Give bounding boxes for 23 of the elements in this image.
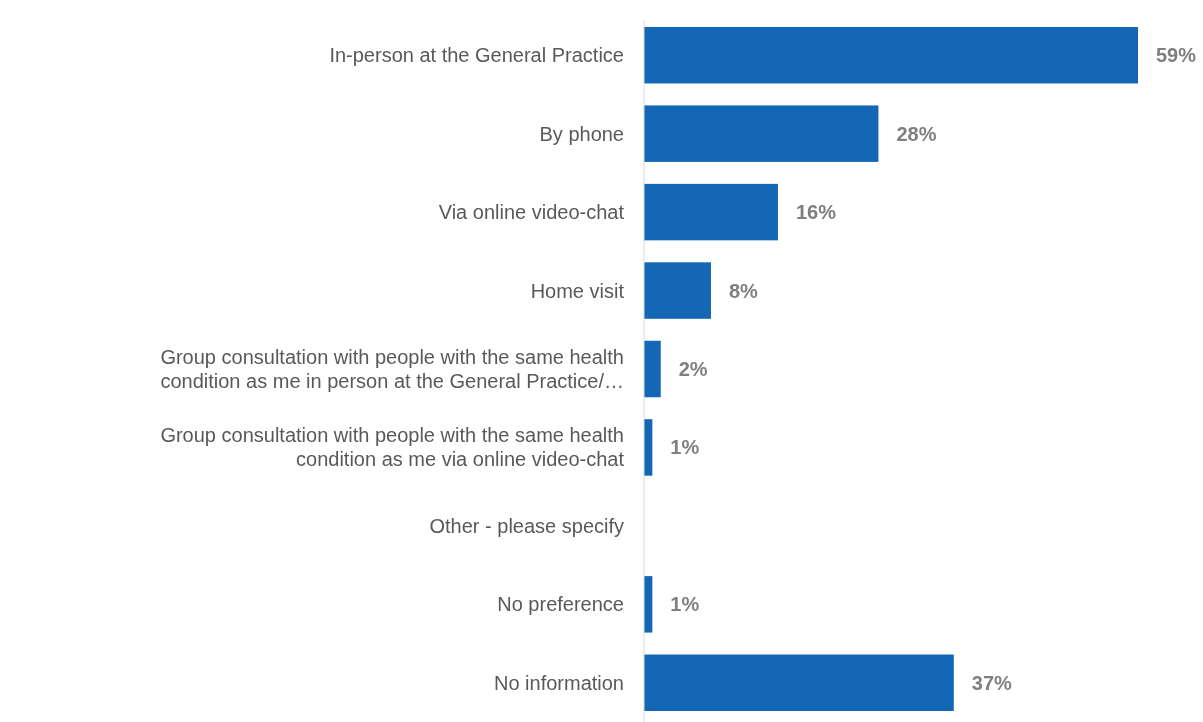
data-label: 16%	[795, 201, 837, 224]
data-label: 8%	[728, 279, 759, 302]
data-label: 37%	[971, 671, 1013, 694]
y-tick-label: Via online video-chat	[438, 201, 625, 224]
data-label: 2%	[678, 358, 708, 380]
bar	[644, 340, 661, 398]
bar	[644, 262, 711, 319]
y-tick-label: No information	[493, 671, 624, 694]
y-tick-label: Group consultation with people with the same health condition as me via online video-chat	[160, 424, 625, 471]
y-tick-label: Other - please specify	[429, 514, 624, 537]
y-tick-label: No preference	[497, 593, 624, 616]
data-label: 1%	[670, 436, 700, 459]
data-label: 59%	[1156, 44, 1197, 67]
y-tick-label: By phone	[539, 122, 624, 145]
y-tick-label: Group consultation with people with the same health condition as me in person at the General Practice/…	[160, 346, 624, 392]
data-label: 1%	[670, 593, 700, 616]
bar	[644, 654, 954, 712]
bar	[644, 26, 1138, 84]
bar	[644, 105, 879, 162]
y-tick-label: Home visit	[530, 279, 625, 302]
data-label: 28%	[896, 122, 937, 145]
y-tick-label: In-person at the General Practice	[329, 44, 624, 67]
bar	[644, 183, 778, 241]
